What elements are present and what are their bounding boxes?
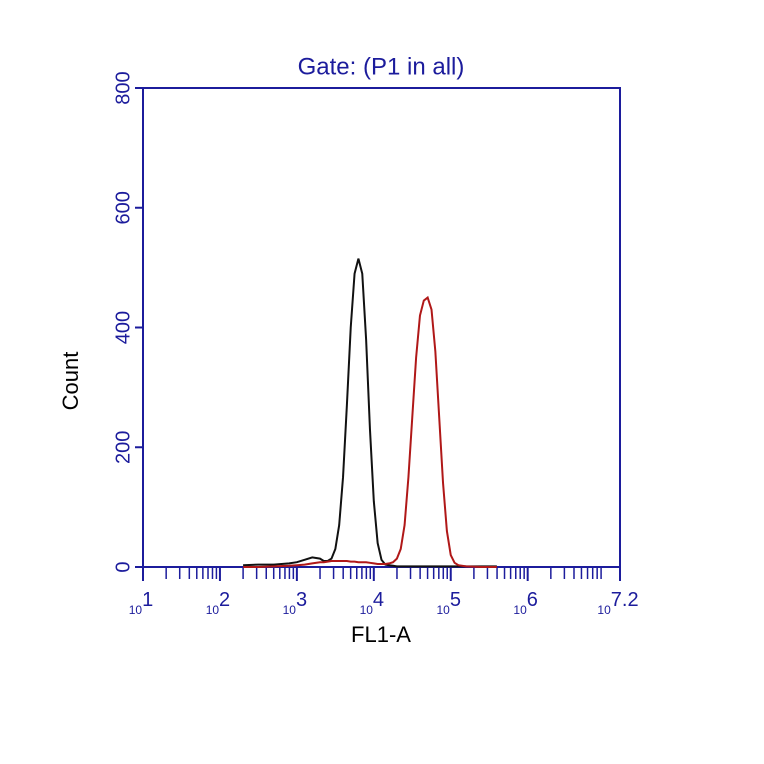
x-tick-exponent: 3	[296, 589, 307, 611]
x-tick-label: 105	[436, 589, 460, 617]
x-tick-exponent: 2	[219, 589, 230, 611]
x-tick-base: 10	[513, 603, 527, 617]
x-tick-base: 10	[283, 603, 297, 617]
x-axis-title: FL1-A	[351, 622, 411, 647]
x-tick-label: 101	[129, 589, 153, 617]
x-tick-base: 10	[597, 603, 611, 617]
x-tick-exponent: 6	[527, 589, 538, 611]
chart-title: Gate: (P1 in all)	[298, 53, 465, 80]
x-tick-base: 10	[436, 603, 450, 617]
x-tick-label: 104	[360, 589, 384, 617]
x-tick-base: 10	[129, 603, 143, 617]
y-tick-label: 200	[112, 431, 134, 464]
x-tick-exponent: 5	[450, 589, 461, 611]
y-tick-label: 400	[112, 311, 134, 344]
x-tick-exponent: 1	[142, 589, 153, 611]
x-tick-exponent: 4	[373, 589, 384, 611]
y-axis-title: Count	[58, 352, 83, 411]
histogram-line	[243, 295, 497, 568]
x-tick-label: 107.2	[597, 589, 638, 617]
y-tick-label: 600	[112, 191, 134, 224]
x-tick-label: 102	[206, 589, 230, 617]
x-tick-label: 103	[283, 589, 307, 617]
x-tick-label: 106	[513, 589, 537, 617]
y-tick-label: 800	[112, 71, 134, 104]
x-tick-exponent: 7.2	[611, 589, 639, 611]
x-tick-base: 10	[206, 603, 220, 617]
histogram-line	[243, 258, 497, 568]
y-tick-label: 0	[112, 561, 134, 572]
x-tick-base: 10	[360, 603, 374, 617]
